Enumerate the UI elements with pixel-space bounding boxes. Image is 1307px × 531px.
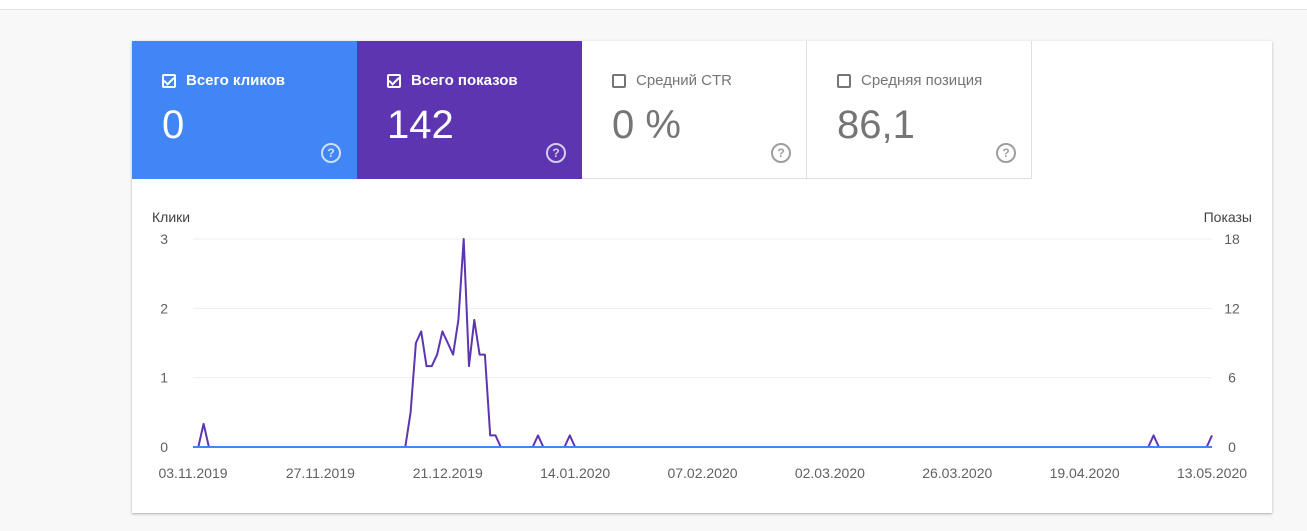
help-icon[interactable]: ? (771, 143, 791, 163)
y-axis-right-ticks: 0 6 12 18 (1224, 231, 1240, 455)
metric-header: Средний CTR (612, 72, 732, 89)
metric-header: Всего кликов (162, 72, 285, 89)
metric-value: 0 (162, 103, 185, 147)
x-tick-label: 19.04.2020 (1050, 465, 1120, 481)
y-axis-right-title: Показы (1204, 209, 1252, 225)
help-icon[interactable]: ? (546, 143, 566, 163)
metric-label: Всего показов (411, 72, 518, 89)
checkbox-checked-icon[interactable] (162, 73, 176, 88)
x-axis-ticks: 03.11.2019 27.11.2019 21.12.2019 14.01.2020… (158, 465, 1247, 481)
checkbox-unchecked-icon[interactable] (837, 73, 851, 88)
metric-header: Всего показов (387, 72, 518, 89)
y-axis-left-ticks: 0 1 2 3 (160, 231, 168, 455)
y-axis-left-title: Клики (152, 209, 190, 225)
metric-average-ctr[interactable]: Средний CTR 0 % ? (582, 41, 807, 179)
x-tick-label: 13.05.2020 (1177, 465, 1247, 481)
metric-value: 0 % (612, 103, 681, 147)
metric-label: Всего кликов (186, 72, 286, 89)
x-tick-label: 07.02.2020 (667, 465, 737, 481)
checkbox-unchecked-icon[interactable] (612, 73, 626, 88)
top-divider (0, 0, 1307, 10)
y-right-tick-label: 18 (1224, 231, 1240, 247)
impressions-series-line (193, 238, 1213, 448)
metric-value: 86,1 (837, 103, 915, 147)
y-right-tick-label: 6 (1228, 370, 1236, 386)
x-tick-label: 03.11.2019 (158, 465, 227, 481)
checkbox-checked-icon[interactable] (387, 73, 401, 88)
y-left-tick-label: 3 (160, 231, 168, 247)
x-tick-label: 02.03.2020 (795, 465, 865, 481)
y-right-tick-label: 12 (1224, 300, 1240, 316)
metric-total-impressions[interactable]: Всего показов 142 ? (357, 41, 582, 179)
y-left-tick-label: 2 (160, 300, 168, 316)
y-right-tick-label: 0 (1228, 439, 1236, 455)
performance-card: Всего кликов 0 ? Всего показов 142 ? Сре… (132, 41, 1272, 513)
metric-header: Средняя позиция (837, 72, 982, 89)
help-icon[interactable]: ? (996, 143, 1016, 163)
x-tick-label: 27.11.2019 (286, 465, 355, 481)
x-tick-label: 14.01.2020 (540, 465, 610, 481)
y-left-tick-label: 1 (160, 370, 168, 386)
metric-tiles: Всего кликов 0 ? Всего показов 142 ? Сре… (132, 41, 1032, 179)
help-icon[interactable]: ? (321, 143, 341, 163)
x-tick-label: 26.03.2020 (922, 465, 992, 481)
metric-label: Средний CTR (636, 72, 732, 89)
metric-average-position[interactable]: Средняя позиция 86,1 ? (807, 41, 1032, 179)
chart-grid (193, 238, 1212, 448)
metric-total-clicks[interactable]: Всего кликов 0 ? (132, 41, 357, 179)
metric-value: 142 (387, 103, 454, 147)
x-tick-label: 21.12.2019 (413, 465, 483, 481)
y-left-tick-label: 0 (160, 439, 168, 455)
metric-label: Средняя позиция (861, 72, 983, 89)
chart-series (193, 238, 1213, 448)
